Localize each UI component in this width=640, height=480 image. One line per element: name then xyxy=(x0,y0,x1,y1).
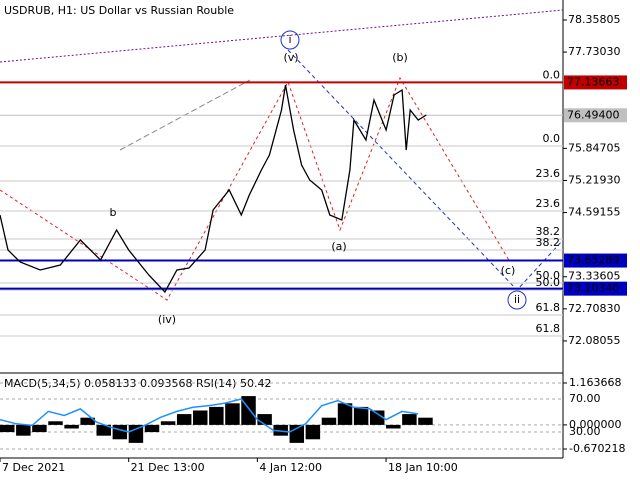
x-tick-label: 21 Dec 13:00 xyxy=(131,461,205,474)
y-tick-label: 73.33605 xyxy=(568,270,621,283)
x-tick-label: 18 Jan 10:00 xyxy=(388,461,458,474)
macd-bar xyxy=(160,421,176,425)
y2-tick-label: 70.00 xyxy=(569,392,601,405)
y-tick-label: -0.670218 xyxy=(569,442,625,455)
macd-bar xyxy=(305,424,321,440)
macd-bar xyxy=(16,424,31,436)
y-tick-label: 77.73030 xyxy=(568,45,621,58)
x-tick-label: 7 Dec 2021 xyxy=(2,461,65,474)
macd-bar xyxy=(128,424,144,443)
fib-label: 61.8 xyxy=(536,322,561,335)
macd-bar xyxy=(112,424,128,440)
y-tick-label: 75.84705 xyxy=(568,141,621,154)
level-label: 76.49400 xyxy=(567,108,620,121)
fib-label: 23.6 xyxy=(536,167,561,180)
level-box xyxy=(564,253,627,268)
macd-bar xyxy=(209,406,224,425)
y-tick-label: 0.000000 xyxy=(569,418,622,431)
wave-label: ii xyxy=(514,293,520,306)
macd-bar xyxy=(193,410,208,425)
level-label: 73.10340 xyxy=(567,282,620,295)
wave-label: (b) xyxy=(392,51,408,64)
macd-bar xyxy=(48,421,63,425)
macd-bar xyxy=(369,410,385,425)
fib-label: 38.2 xyxy=(536,236,561,249)
macd-bar xyxy=(64,424,79,429)
macd-bar xyxy=(386,424,401,429)
fib-label: 38.2 xyxy=(536,225,561,238)
y2-tick-label: 30.00 xyxy=(569,425,601,438)
macd-bar xyxy=(273,424,288,436)
wave-label: (c) xyxy=(501,264,516,277)
macd-bar xyxy=(402,414,417,425)
macd-bar xyxy=(144,424,160,433)
macd-bar xyxy=(321,417,337,425)
fib-label: 50.0 xyxy=(536,276,561,289)
macd-bar xyxy=(96,424,111,436)
wave-label: (iv) xyxy=(158,313,176,326)
y-tick-label: 1.163668 xyxy=(569,376,622,389)
wave-label: i xyxy=(288,33,291,46)
level-box xyxy=(564,108,627,123)
macd-bar xyxy=(0,424,15,433)
fib-label: 50.0 xyxy=(536,269,561,282)
macd-bar xyxy=(225,403,240,425)
macd-bar xyxy=(337,403,353,425)
wave-circle xyxy=(507,290,527,310)
y-tick-label: 72.08055 xyxy=(568,334,621,347)
wave-label: (v) xyxy=(283,51,298,64)
macd-bar xyxy=(241,396,256,425)
y-tick-label: 72.70830 xyxy=(568,302,621,315)
y-tick-label: 75.21930 xyxy=(568,173,621,186)
level-label: 77.13663 xyxy=(567,75,620,88)
price-line xyxy=(0,84,427,294)
macd-bar xyxy=(32,424,47,433)
x-tick-label: 4 Jan 12:00 xyxy=(259,461,322,474)
macd-bar xyxy=(80,417,95,425)
fib-label: 61.8 xyxy=(536,301,561,314)
wave-circle xyxy=(280,30,300,50)
macd-bar xyxy=(353,406,369,425)
macd-bar xyxy=(257,414,272,425)
level-label: 73.65289 xyxy=(567,254,620,267)
chart-title: USDRUB, H1: US Dollar vs Russian Rouble xyxy=(4,4,234,17)
level-box xyxy=(564,281,627,296)
y-tick-label: 78.35805 xyxy=(568,13,621,26)
macd-bar xyxy=(418,417,433,425)
fib-label: 0.0 xyxy=(543,132,561,145)
wave-label: b xyxy=(110,206,117,219)
y-tick-label: 74.59155 xyxy=(568,206,621,219)
wave-line xyxy=(0,76,511,301)
indicator-title: MACD(5,34,5) 0.058133 0.093568 RSI(14) 5… xyxy=(4,377,271,390)
fib-label: 0.0 xyxy=(543,68,561,81)
wave-label: (a) xyxy=(331,240,346,253)
macd-bar xyxy=(176,414,192,425)
rsi-line xyxy=(0,398,419,433)
level-box xyxy=(564,75,627,90)
fib-label: 23.6 xyxy=(536,197,561,210)
